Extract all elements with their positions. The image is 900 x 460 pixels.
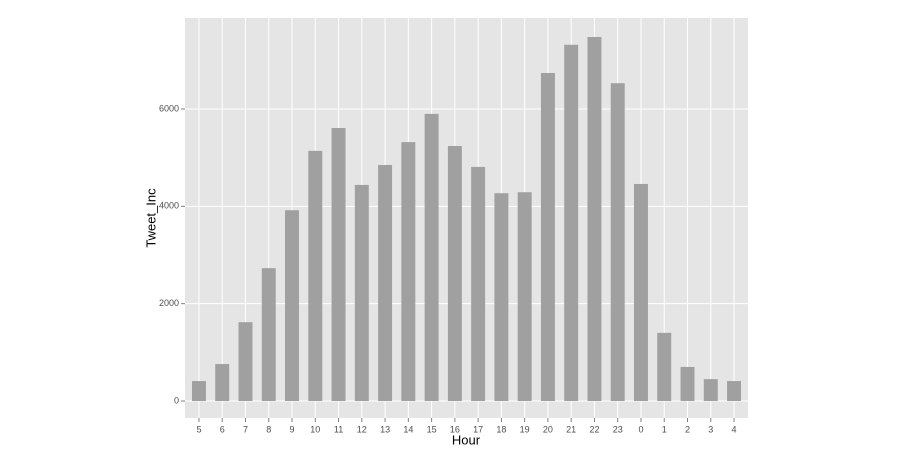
bar xyxy=(215,364,230,402)
x-tick-label: 10 xyxy=(310,424,320,434)
x-tick-label: 21 xyxy=(566,424,576,434)
x-tick-label: 19 xyxy=(520,424,530,434)
bar xyxy=(308,150,323,402)
y-tick-label: 4000 xyxy=(159,201,179,211)
x-tick-label: 3 xyxy=(708,424,713,434)
bar xyxy=(610,83,625,402)
x-tick-label: 16 xyxy=(450,424,460,434)
y-tick-label: 2000 xyxy=(159,298,179,308)
bar xyxy=(703,379,718,402)
bar xyxy=(285,210,299,402)
x-tick-label: 6 xyxy=(220,424,225,434)
x-tick-label: 0 xyxy=(638,424,643,434)
x-tick-label: 14 xyxy=(403,424,413,434)
x-tick-label: 18 xyxy=(496,424,506,434)
x-tick-label: 17 xyxy=(473,424,483,434)
bar xyxy=(401,142,416,402)
x-tick-label: 4 xyxy=(732,424,737,434)
x-tick-label: 22 xyxy=(589,424,599,434)
bar xyxy=(261,268,276,402)
bar xyxy=(471,166,486,402)
bar xyxy=(191,381,206,402)
x-tick-label: 7 xyxy=(243,424,248,434)
y-axis-title: Tweet_Inc xyxy=(143,188,158,248)
panel xyxy=(185,18,748,418)
bar xyxy=(680,366,695,402)
x-tick-label: 9 xyxy=(290,424,295,434)
x-tick-label: 5 xyxy=(196,424,201,434)
bar xyxy=(657,332,672,402)
x-axis-title: Hour xyxy=(452,432,481,447)
bar xyxy=(727,381,742,402)
bar xyxy=(587,36,602,402)
bar xyxy=(540,72,555,402)
x-tick-label: 23 xyxy=(613,424,623,434)
x-tick-label: 12 xyxy=(357,424,367,434)
x-tick-label: 11 xyxy=(334,424,343,434)
bar xyxy=(424,113,439,402)
x-tick-label: 1 xyxy=(662,424,667,434)
bar xyxy=(354,184,369,402)
bar xyxy=(447,145,462,402)
x-tick-label: 20 xyxy=(543,424,553,434)
x-tick-label: 15 xyxy=(427,424,437,434)
bar xyxy=(494,193,509,402)
bar xyxy=(331,127,346,402)
x-tick-label: 8 xyxy=(266,424,271,434)
x-tick-label: 13 xyxy=(380,424,390,434)
bar xyxy=(517,192,532,402)
x-tick-label: 2 xyxy=(685,424,690,434)
bar xyxy=(564,44,579,402)
y-tick-label: 6000 xyxy=(159,103,179,113)
bar xyxy=(634,183,648,402)
bar xyxy=(238,322,253,402)
bar xyxy=(378,164,393,402)
y-tick-label: 0 xyxy=(174,395,179,405)
